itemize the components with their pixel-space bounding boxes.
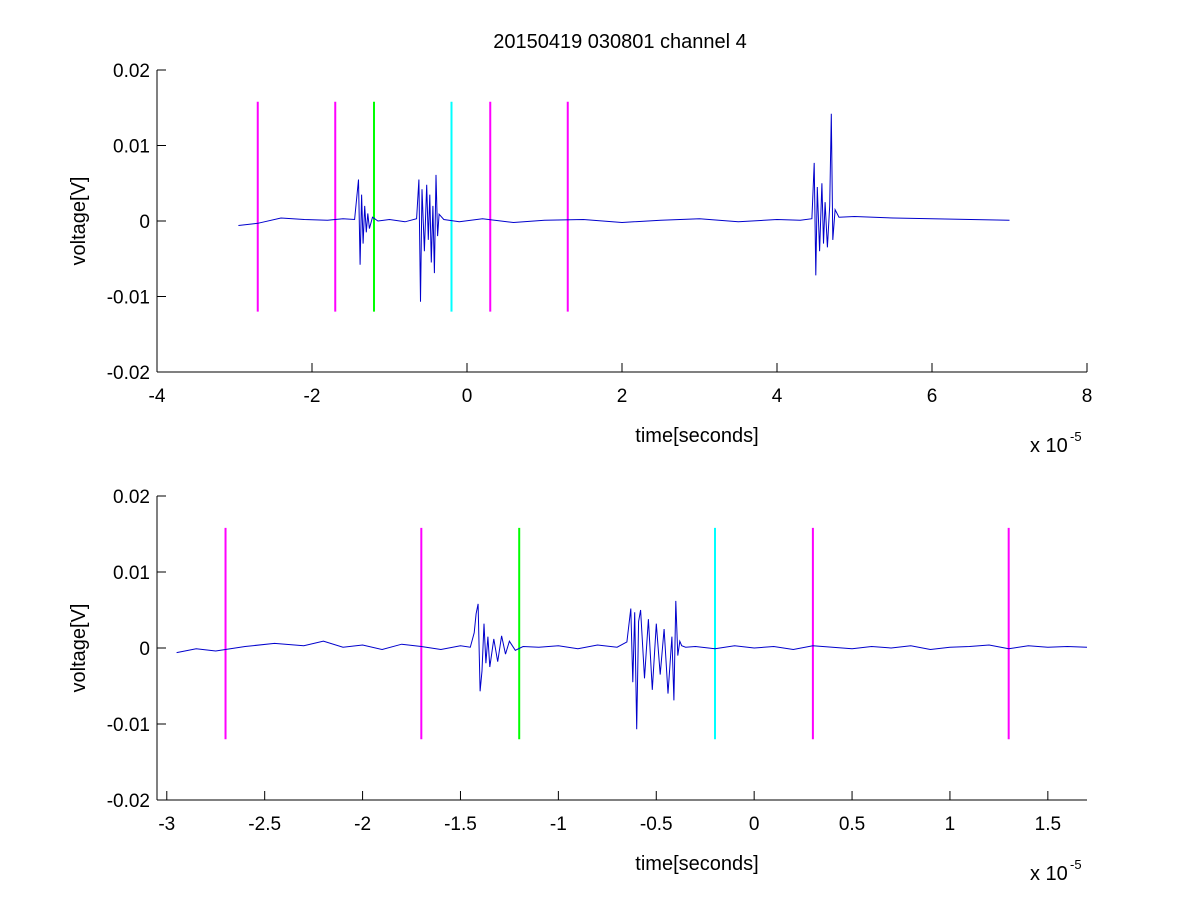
y-tick-label: -0.01 [107, 288, 150, 309]
signal-series-line [238, 113, 1010, 302]
x-tick-label: 1 [945, 814, 956, 835]
y-axis-label: voltage[V] [68, 604, 90, 693]
x-tick-label: 0 [749, 814, 760, 835]
y-tick-label: 0 [139, 639, 150, 660]
x-tick-label: 4 [772, 386, 783, 407]
x-tick-label: 2 [617, 386, 628, 407]
figure-title: 20150419 030801 channel 4 [493, 31, 747, 53]
x-axis-label: time[seconds] [635, 425, 758, 447]
y-tick-label: 0.01 [113, 137, 150, 158]
x-tick-label: 1.5 [1035, 814, 1061, 835]
x-tick-label: -2.5 [248, 814, 281, 835]
signal-series-line [176, 600, 1088, 730]
x-tick-label: 0.5 [839, 814, 865, 835]
x-tick-label: -3 [158, 814, 175, 835]
x-tick-label: -2 [354, 814, 371, 835]
x-tick-label: 0 [462, 386, 473, 407]
y-tick-label: 0.01 [113, 563, 150, 584]
y-tick-label: 0.02 [113, 61, 150, 82]
x-axis-label: time[seconds] [635, 853, 758, 875]
x-tick-label: -0.5 [640, 814, 673, 835]
x-tick-label: -2 [304, 386, 321, 407]
x-multiplier-label: x 10 [1030, 863, 1068, 885]
x-tick-label: 8 [1082, 386, 1093, 407]
y-tick-label: -0.02 [107, 791, 150, 812]
y-axis-label: voltage[V] [68, 177, 90, 266]
y-tick-label: 0.02 [113, 487, 150, 508]
x-tick-label: -4 [149, 386, 166, 407]
x-exponent-label: -5 [1070, 857, 1082, 872]
x-multiplier-label: x 10 [1030, 435, 1068, 457]
top-panel: -0.02 -0.01 0 0.01 0.02 -4 -2 0 2 4 6 8 time[seconds… [68, 61, 1092, 457]
y-tick-label: 0 [139, 212, 150, 233]
y-tick-label: -0.02 [107, 363, 150, 384]
y-tick-label: -0.01 [107, 715, 150, 736]
x-exponent-label: -5 [1070, 429, 1082, 444]
x-tick-label: -1.5 [444, 814, 477, 835]
bottom-panel: -0.02 -0.01 0 0.01 0.02 -3 -2.5 -2 -1.5 -1 -0.5 0 0.… [68, 487, 1088, 885]
x-tick-label: 6 [927, 386, 938, 407]
x-tick-label: -1 [550, 814, 567, 835]
